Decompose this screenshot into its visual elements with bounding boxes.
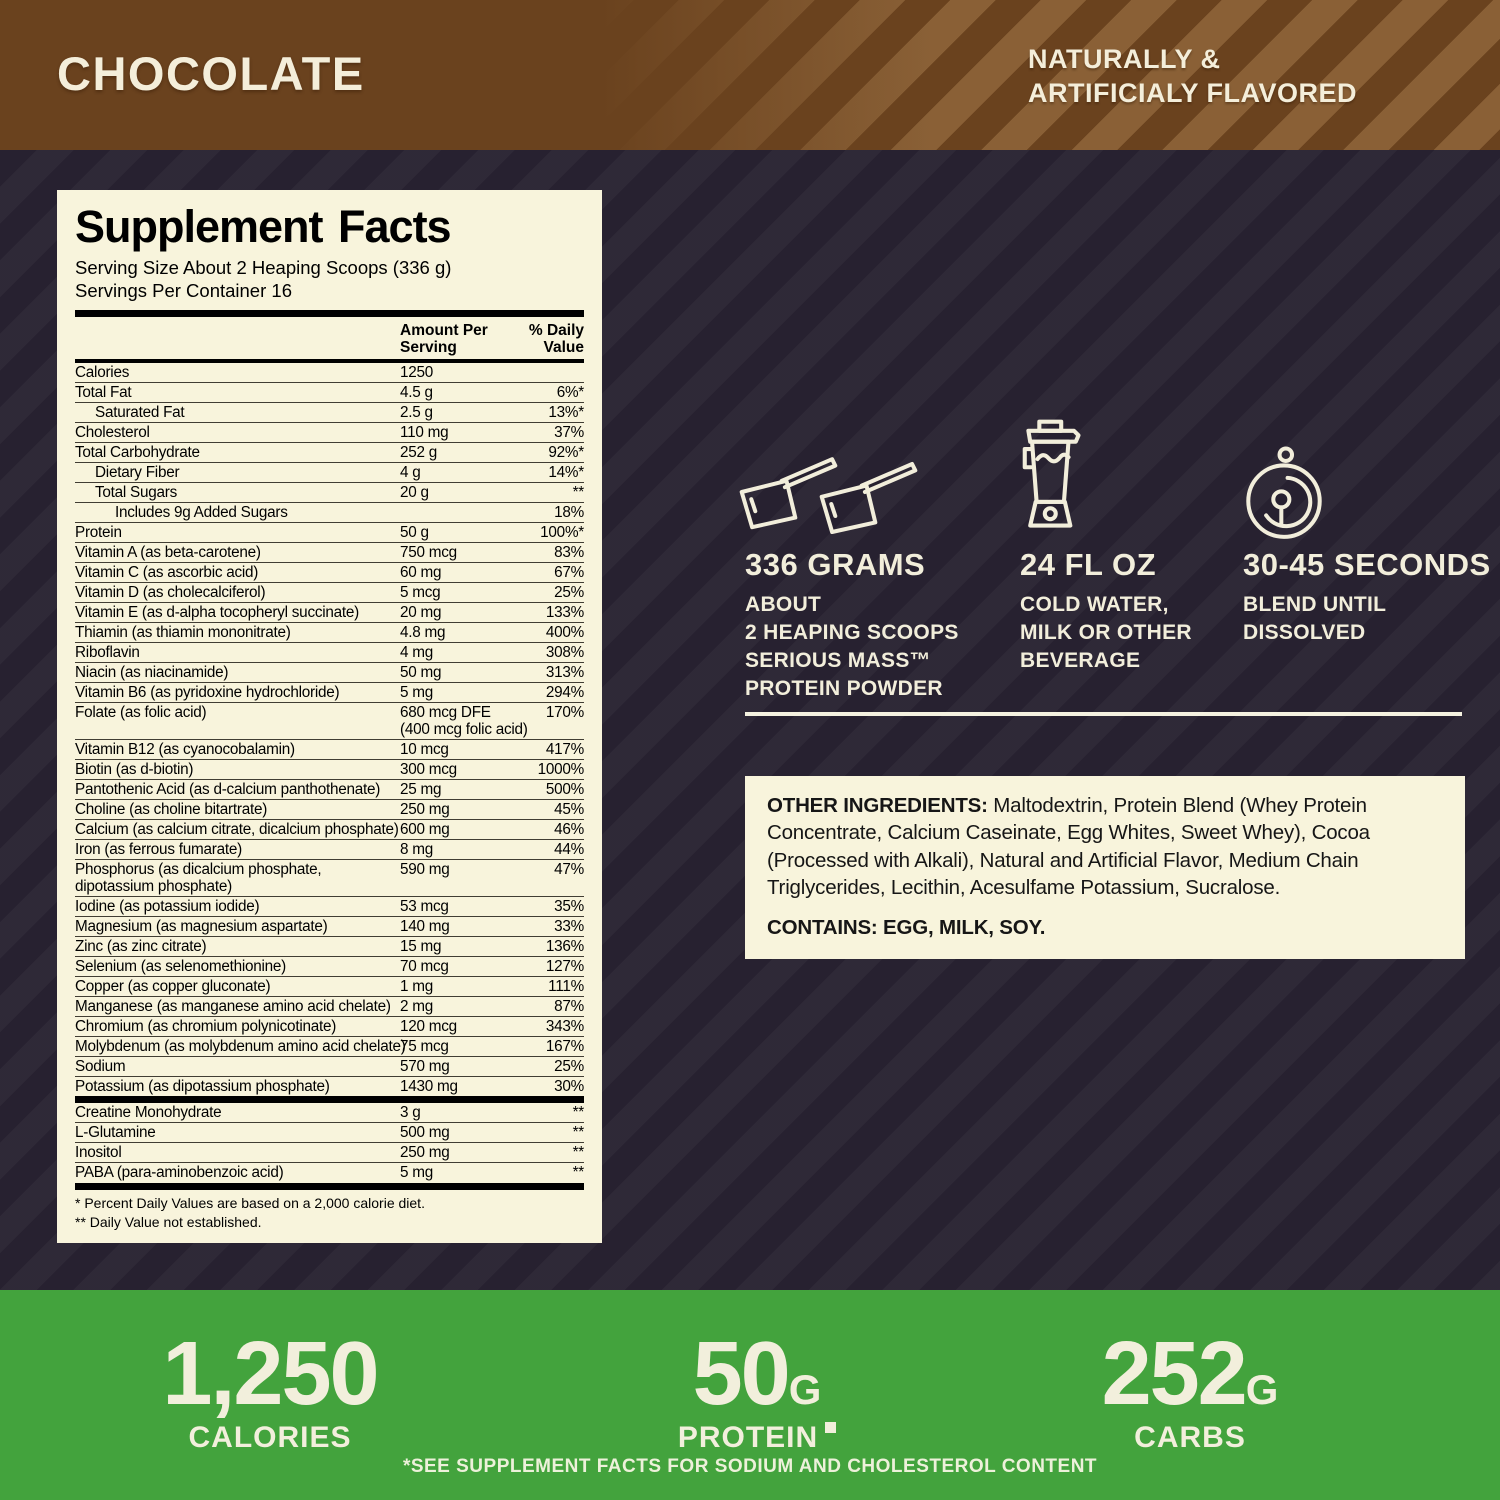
supplement-facts-panel: Supplement Facts Serving Size About 2 He… — [57, 190, 602, 1243]
table-row: Thiamin (as thiamin mononitrate) 4.8 mg 40… — [75, 622, 584, 642]
table-row: Zinc (as zinc citrate) 15 mg 136% — [75, 936, 584, 956]
table-row: Potassium (as dipotassium phosphate) 1430… — [75, 1076, 584, 1096]
panel-title: Supplement Facts — [75, 201, 452, 252]
protein-macro: 50G PROTEIN — [547, 1324, 967, 1455]
table-row: Phosphorus (as dicalcium phosphate, dipot… — [75, 859, 584, 896]
protein-footnote-marker — [825, 1421, 837, 1433]
serving-size: Serving Size About 2 Heaping Scoops (336… — [75, 256, 452, 278]
table-row: Vitamin C (as ascorbic acid) 60 mg 67% — [75, 562, 584, 582]
table-row: Vitamin B6 (as pyridoxine hydrochloride)… — [75, 682, 584, 702]
table-row: Choline (as choline bitartrate) 250 mg 45% — [75, 799, 584, 819]
table-row: Manganese (as manganese amino acid chela… — [75, 996, 584, 1016]
table-row: Dietary Fiber 4 g 14%* — [75, 462, 584, 482]
blend-time-detail: BLEND UNTIL DISSOLVED — [1243, 593, 1387, 644]
calories-label: CALORIES — [188, 1420, 352, 1454]
table-row: Cholesterol 110 mg 37% — [75, 422, 584, 442]
stopwatch-icon — [1238, 444, 1330, 544]
carbs-macro: 252G CARBS — [980, 1324, 1400, 1455]
table-row: Molybdenum (as molybdenum amino acid che… — [75, 1036, 584, 1056]
table-row: Vitamin B12 (as cyanocobalamin) 10 mcg 417… — [75, 739, 584, 759]
table-row: Chromium (as chromium polynicotinate) 120… — [75, 1016, 584, 1036]
footnote-daily-values: * Percent Daily Values are based on a 2,… — [75, 1195, 425, 1212]
other-ingredients-box: OTHER INGREDIENTS: Maltodextrin, Protein… — [745, 776, 1465, 960]
table-row: L-Glutamine 500 mg ** — [75, 1122, 584, 1142]
carbs-label: CARBS — [1134, 1420, 1246, 1454]
table-row: Selenium (as selenomethionine) 70 mcg 127% — [75, 956, 584, 976]
table-row: Vitamin A (as beta-carotene) 750 mcg 83% — [75, 542, 584, 562]
table-row: Includes 9g Added Sugars 18% — [75, 502, 584, 522]
protein-label: PROTEIN — [547, 1421, 967, 1455]
other-ingredients-paragraph: OTHER INGREDIENTS: Maltodextrin, Protein… — [767, 792, 1443, 901]
table-row: Riboflavin 4 mg 308% — [75, 642, 584, 662]
liquid-detail: COLD WATER, MILK OR OTHER BEVERAGE — [1020, 593, 1192, 672]
table-row: Total Carbohydrate 252 g 92%* — [75, 442, 584, 462]
serving-grams-detail: ABOUT 2 HEAPING SCOOPS SERIOUS MASS™ PRO… — [745, 593, 959, 700]
macro-banner: 1,250 CALORIES 50G PROTEIN 252G CARBS *S… — [0, 1290, 1500, 1500]
table-row: Pantothenic Acid (as d-calcium panthothe… — [75, 779, 584, 799]
table-row: Copper (as copper gluconate) 1 mg 111% — [75, 976, 584, 996]
table-row: Iron (as ferrous fumarate) 8 mg 44% — [75, 839, 584, 859]
table-row: Iodine (as potassium iodide) 53 mcg 35% — [75, 896, 584, 916]
main-section: Supplement Facts Serving Size About 2 He… — [0, 150, 1500, 1290]
section-divider — [75, 1096, 584, 1104]
table-header: Amount Per Serving % Daily Value — [75, 317, 584, 364]
flavor-note: NATURALLY & ARTIFICIALY FLAVORED — [1028, 44, 1358, 109]
table-row: Creatine Monohydrate 3 g ** — [75, 1104, 584, 1122]
other-ingredients-label: OTHER INGREDIENTS: — [767, 794, 988, 817]
calories-value: 1,250 — [162, 1324, 379, 1424]
contains-statement: CONTAINS: EGG, MILK, SOY. — [767, 916, 1046, 939]
col-amount-header: Amount Per Serving — [400, 321, 488, 357]
footnotes: * Percent Daily Values are based on a 2,… — [75, 1183, 584, 1230]
table-row: Biotin (as d-biotin) 300 mcg 1000% — [75, 759, 584, 779]
table-row: Niacin (as niacinamide) 50 mg 313% — [75, 662, 584, 682]
calories-macro: 1,250 CALORIES — [60, 1324, 480, 1455]
table-row: Total Sugars 20 g ** — [75, 482, 584, 502]
table-row: Protein 50 g 100%* — [75, 522, 584, 542]
table-row: Inositol 250 mg ** — [75, 1142, 584, 1162]
table-row: Total Fat 4.5 g 6%* — [75, 382, 584, 402]
footnote-not-established: ** Daily Value not established. — [75, 1213, 262, 1230]
protein-value: 50G — [692, 1324, 822, 1424]
other-ingredients-text: Maltodextrin, Protein Blend (Whey Protei… — [767, 794, 1370, 899]
table-row: Folate (as folic acid) 680 mcg DFE (400 mc… — [75, 702, 584, 739]
blend-time-headline: 30-45 SECONDS — [1243, 547, 1491, 582]
carbs-value: 252G — [1101, 1324, 1279, 1424]
flavor-banner: CHOCOLATE NATURALLY & ARTIFICIALY FLAVOR… — [0, 0, 1500, 150]
table-row: Vitamin D (as cholecalciferol) 5 mcg 25% — [75, 582, 584, 602]
col-dv-header: % Daily Value — [528, 321, 584, 357]
blender-icon — [1012, 418, 1094, 542]
thick-rule — [75, 309, 584, 317]
nutrient-table: Calories 1250 Total Fat 4.5 g 6%* Saturated F… — [75, 363, 584, 1182]
table-row: Vitamin E (as d-alpha tocopheryl succina… — [75, 602, 584, 622]
servings-per-container: Servings Per Container 16 — [75, 279, 292, 301]
carbs-unit: G — [1245, 1366, 1279, 1413]
protein-unit: G — [788, 1366, 822, 1413]
flavor-name: CHOCOLATE — [57, 47, 365, 100]
table-row: PABA (para-aminobenzoic acid) 5 mg ** — [75, 1162, 584, 1182]
table-row: Calcium (as calcium citrate, dicalcium p… — [75, 819, 584, 839]
liquid-headline: 24 FL OZ — [1020, 547, 1157, 582]
table-row: Calories 1250 — [75, 364, 434, 382]
sodium-cholesterol-footnote: *SEE SUPPLEMENT FACTS FOR SODIUM AND CHO… — [402, 1456, 1098, 1477]
divider-line — [745, 712, 1462, 716]
scoops-icon — [738, 448, 923, 536]
table-row: Saturated Fat 2.5 g 13%* — [75, 402, 584, 422]
table-row: Magnesium (as magnesium aspartate) 140 mg… — [75, 916, 584, 936]
serving-grams-headline: 336 GRAMS — [745, 547, 926, 582]
table-row: Sodium 570 mg 25% — [75, 1056, 584, 1076]
